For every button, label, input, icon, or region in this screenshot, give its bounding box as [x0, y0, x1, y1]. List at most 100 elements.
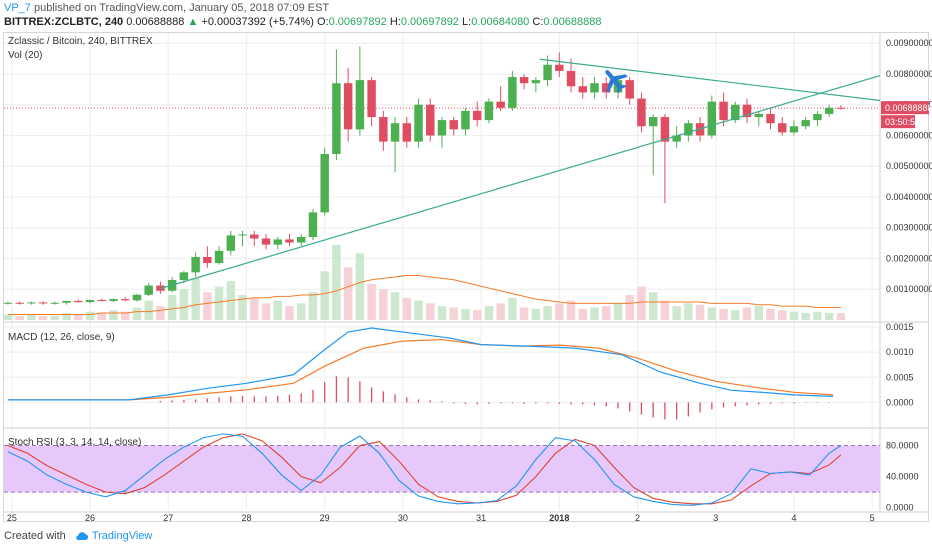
candle-body	[238, 234, 247, 236]
candle-body	[121, 299, 130, 301]
candle-body	[379, 117, 388, 142]
volume-bar	[27, 314, 36, 320]
volume-bar	[296, 303, 306, 320]
candle-body	[261, 238, 271, 245]
candle-body	[296, 236, 306, 243]
volume-pane-title: Vol (20)	[8, 50, 43, 61]
candle-body	[3, 302, 13, 304]
volume-bar	[508, 297, 517, 320]
candle-body	[97, 300, 106, 302]
candle-body	[226, 235, 236, 251]
candle-body	[15, 302, 24, 304]
chart-header: VP_7 published on TradingView.com, Janua…	[0, 0, 932, 32]
candle-body	[508, 77, 517, 108]
y-tick-label: 0.00200000	[886, 253, 932, 263]
x-tick-label: 4	[791, 513, 796, 523]
y-tick-label: 0.00400000	[886, 192, 932, 202]
volume-bar	[578, 308, 588, 320]
candle-body	[754, 113, 763, 118]
close-value: 0.00688888	[543, 16, 602, 28]
volume-bar	[426, 303, 435, 320]
macd-tick-label: 0.0015	[886, 322, 914, 332]
volume-bar	[836, 313, 846, 320]
candle-body	[214, 250, 224, 264]
y-tick-label: 0.00600000	[886, 130, 932, 140]
volume-bar	[390, 292, 400, 320]
volume-bar	[179, 289, 189, 320]
x-tick-label: 28	[241, 513, 251, 523]
volume-ma-line	[7, 275, 841, 315]
x-tick-label: 3	[713, 513, 718, 523]
close-label: C:	[532, 16, 544, 28]
created-with-label: Created with	[4, 530, 66, 542]
countdown-tag-label: 03:50:52	[885, 117, 920, 127]
volume-bar	[132, 307, 142, 320]
macd-tick-label: 0.0010	[886, 347, 914, 357]
volume-bar	[250, 297, 259, 320]
price-change: +0.00037392 (+5.74%)	[201, 16, 314, 28]
volume-bar	[238, 295, 247, 320]
volume-bar	[203, 292, 212, 320]
volume-bar	[625, 295, 634, 320]
candle-body	[355, 80, 365, 130]
ohlc-line: BITTREX:ZCLBTC, 240 0.00688888 ▲ +0.0003…	[4, 16, 602, 29]
volume-bar	[261, 303, 271, 320]
volume-bar	[766, 308, 775, 320]
candle-body	[660, 117, 670, 142]
candle-body	[625, 80, 634, 99]
up-arrow-icon: ▲	[187, 16, 199, 28]
high-label: H:	[389, 16, 401, 28]
macd-line	[7, 327, 834, 401]
footer: Created with TradingView	[4, 530, 152, 542]
volume-bar	[15, 315, 24, 320]
price-pane-title: Zclassic / Bitcoin, 240, BITTREX	[8, 36, 153, 47]
candle-body	[390, 123, 400, 142]
volume-bar	[801, 313, 810, 320]
volume-bar	[742, 307, 752, 320]
open-label: O:	[317, 16, 329, 28]
stoch-tick-label: 0.0000	[886, 503, 914, 513]
candle-body	[74, 300, 83, 303]
candle-body	[203, 256, 212, 264]
volume-bar	[379, 289, 388, 320]
macd-tick-label: 0.0000	[886, 397, 914, 407]
volume-bar	[648, 292, 658, 320]
volume-bar	[191, 278, 200, 320]
volume-bar	[355, 253, 365, 320]
volume-bar	[660, 300, 670, 320]
last-price-tag-label: 0.00688888	[885, 103, 932, 113]
candle-body	[778, 123, 787, 133]
candle-body	[555, 64, 564, 71]
candle-body	[531, 80, 541, 84]
stoch-band	[4, 445, 880, 493]
candle-body	[144, 285, 153, 295]
candle-body	[566, 70, 576, 87]
candle-body	[402, 123, 412, 142]
volume-bar	[214, 286, 224, 320]
candle-body	[191, 256, 200, 273]
candle-body	[179, 272, 189, 281]
volume-bar	[144, 300, 153, 320]
airplane-icon	[605, 69, 628, 94]
macd-signal-line	[7, 338, 834, 401]
macd-tick-label: 0.0005	[886, 372, 914, 382]
volume-bar	[449, 307, 458, 320]
volume-bar	[754, 306, 763, 320]
stoch-tick-label: 40.0000	[886, 472, 919, 482]
candle-body	[836, 107, 846, 109]
x-tick-label: 27	[163, 513, 173, 523]
candle-body	[50, 302, 60, 304]
volume-bar	[367, 283, 376, 320]
candle-body	[85, 300, 95, 303]
candle-body	[332, 83, 341, 154]
author-link[interactable]: VP_7	[4, 2, 31, 14]
low-label: L:	[462, 16, 472, 28]
candle-body	[38, 302, 48, 304]
volume-bar	[320, 271, 329, 320]
candle-body	[27, 302, 36, 304]
tradingview-brand[interactable]: TradingView	[91, 530, 153, 542]
volume-bar	[590, 307, 599, 320]
candle-body	[437, 120, 447, 136]
candle-body	[684, 123, 693, 136]
